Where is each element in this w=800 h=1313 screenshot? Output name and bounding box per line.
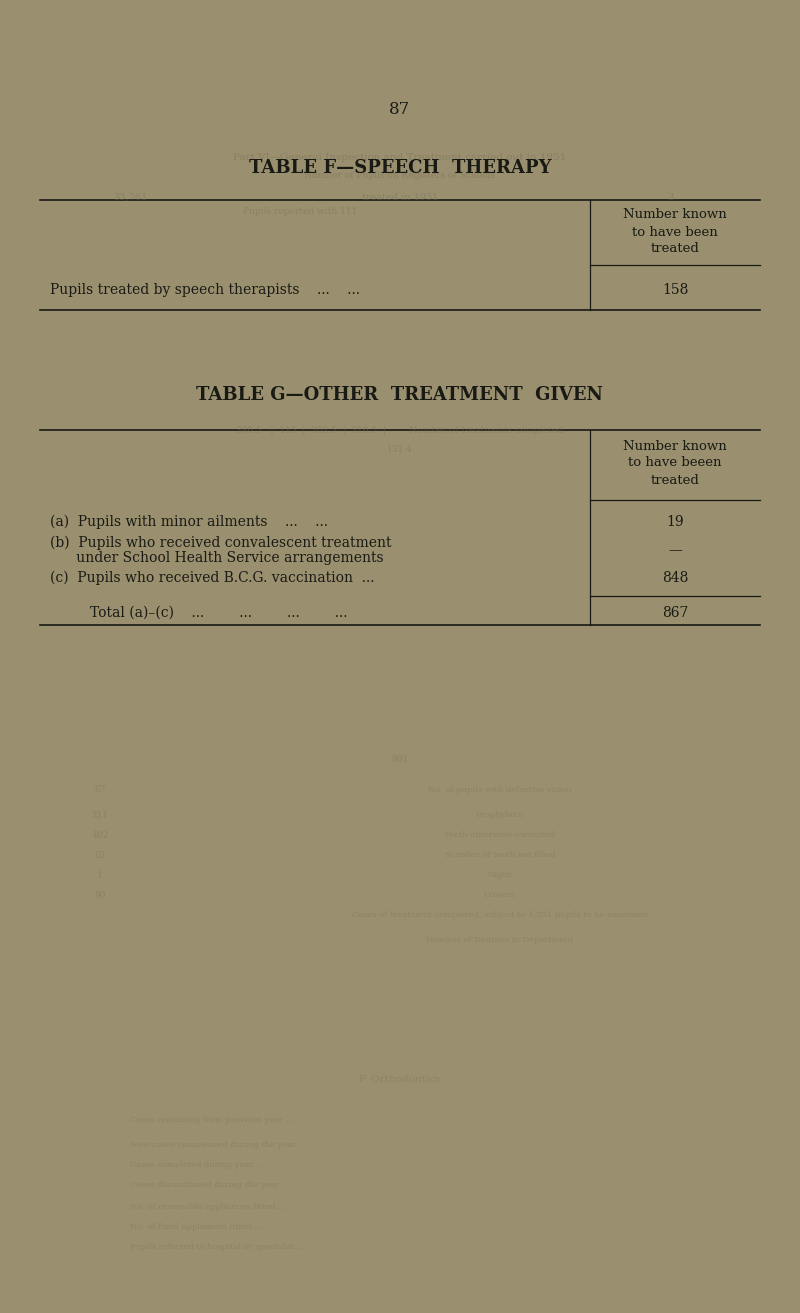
Text: Number of teeth not filled: Number of teeth not filled (445, 851, 555, 859)
Text: Number of Pupils on Registers of Schools: Number of Pupils on Registers of Schools (305, 171, 495, 180)
Text: 3: 3 (667, 193, 673, 201)
Text: TABLE G—OTHER  TREATMENT  GIVEN: TABLE G—OTHER TREATMENT GIVEN (197, 386, 603, 404)
Text: under School Health Service arrangements: under School Health Service arrangements (50, 551, 384, 565)
Text: 211: 211 (91, 810, 109, 819)
Text: No. of fixed appliances fitted ...: No. of fixed appliances fitted ... (130, 1222, 262, 1232)
Text: 380.5   |  115  |  302.5  |  310.5  |        Number of treatments completed: 380.5 | 115 | 302.5 | 310.5 | Number of … (237, 425, 563, 435)
Text: 62: 62 (94, 851, 106, 860)
Text: Pupils treated by speech therapists    ...    ...: Pupils treated by speech therapists ... … (50, 284, 360, 297)
Text: Cases of treatment completed, subject to 1,351 pupils to be examined: Cases of treatment completed, subject to… (352, 911, 648, 919)
Text: Number of Dentists in Department: Number of Dentists in Department (426, 936, 574, 944)
Text: 33,761: 33,761 (113, 193, 147, 201)
Text: No. of removable appliances fitted ...: No. of removable appliances fitted ... (130, 1203, 286, 1211)
Text: Teeth otherwise corrected: Teeth otherwise corrected (445, 831, 555, 839)
Text: No. of pupils with defective vision: No. of pupils with defective vision (428, 786, 572, 794)
Text: —: — (668, 544, 682, 558)
Text: Night: Night (488, 871, 512, 878)
Text: Cases completed during year ...: Cases completed during year ... (130, 1161, 264, 1169)
Text: 402: 402 (91, 831, 109, 839)
Text: 1: 1 (97, 871, 103, 880)
Text: 801: 801 (391, 755, 409, 764)
Text: 90: 90 (94, 890, 106, 899)
Text: Crowns: Crowns (484, 892, 516, 899)
Text: 67: 67 (94, 785, 106, 794)
Text: 848: 848 (662, 571, 688, 586)
Text: (a)  Pupils with minor ailments    ...    ...: (a) Pupils with minor ailments ... ... (50, 515, 328, 529)
Text: Number known
to have been
treated: Number known to have been treated (623, 209, 727, 256)
Text: 158: 158 (662, 284, 688, 297)
Text: Total (a)–(c)    ...        ...        ...        ...: Total (a)–(c) ... ... ... ... (90, 607, 347, 620)
Text: Pupils referred to hospital or specialist ...: Pupils referred to hospital or specialis… (130, 1243, 306, 1251)
Text: Pupils reported with 111: Pupils reported with 111 (243, 207, 357, 217)
Text: Cases remaining from previous year ...: Cases remaining from previous year ... (130, 1116, 294, 1124)
Text: New cases commenced during the year ...: New cases commenced during the year ... (130, 1141, 306, 1149)
Text: 19: 19 (666, 515, 684, 529)
Text: Part VI—General Inspection and Treatment carried out in 1951: Part VI—General Inspection and Treatment… (234, 152, 566, 161)
Text: Number known
to have beeen
treated: Number known to have beeen treated (623, 440, 727, 487)
Text: 87: 87 (390, 101, 410, 118)
Text: 131.4: 131.4 (387, 445, 413, 454)
Text: Cases discontinued during the year ...: Cases discontinued during the year ... (130, 1180, 290, 1190)
Text: (c)  Pupils who received B.C.G. vaccination  ...: (c) Pupils who received B.C.G. vaccinati… (50, 571, 374, 586)
Text: F. Orthodontics: F. Orthodontics (359, 1075, 441, 1085)
Text: TABLE F—SPEECH  THERAPY: TABLE F—SPEECH THERAPY (249, 159, 551, 177)
Text: (b)  Pupils who received convalescent treatment: (b) Pupils who received convalescent tre… (50, 536, 391, 550)
Text: Prophylaxis: Prophylaxis (475, 811, 525, 819)
Text: 867: 867 (662, 607, 688, 620)
Text: treated in 1951: treated in 1951 (362, 193, 438, 201)
